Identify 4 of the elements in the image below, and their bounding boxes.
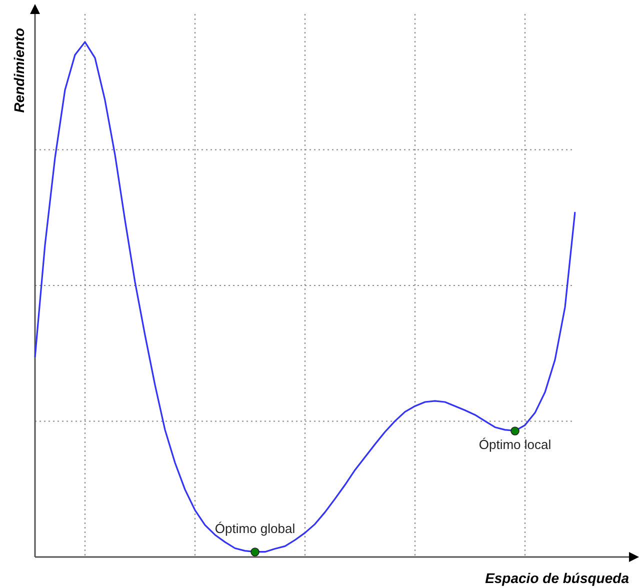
y-axis-title: Rendimiento (10, 28, 27, 113)
annotation: Óptimo local (478, 436, 552, 452)
x-axis-title: Espacio de búsqueda (485, 570, 630, 586)
annotation: Óptimo global (214, 520, 296, 536)
